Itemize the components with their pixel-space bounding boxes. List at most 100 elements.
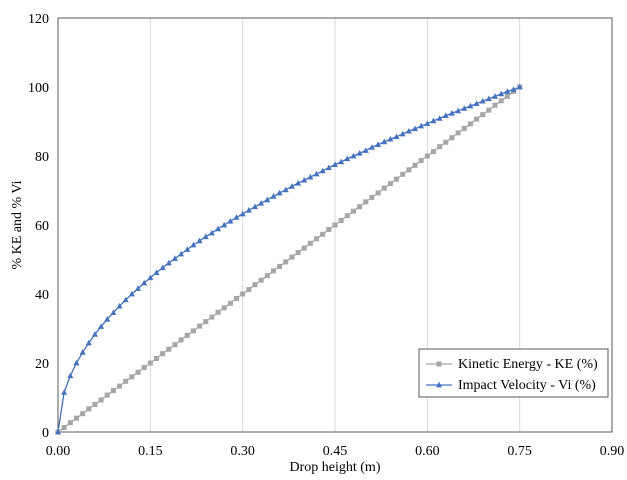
ke-data-point xyxy=(394,176,400,182)
vi-data-point xyxy=(258,200,265,206)
legend-key-vi-marker xyxy=(436,381,442,388)
vi-data-point xyxy=(319,167,326,174)
vi-data-point xyxy=(436,115,443,121)
vi-data-point xyxy=(276,189,283,196)
ke-data-point xyxy=(153,356,159,362)
ke-data-point xyxy=(252,282,258,288)
y-tick-label: 0 xyxy=(42,426,49,441)
legend-keys xyxy=(426,361,452,388)
vi-data-point xyxy=(202,233,209,240)
x-tick-label: 0.00 xyxy=(46,444,71,459)
vi-data-point xyxy=(141,279,148,286)
vi-data-point xyxy=(159,264,166,271)
vi-data-point xyxy=(381,138,388,145)
y-tick-labels: 0 20 40 60 80 100 120 xyxy=(28,12,49,441)
x-tick-label: 0.30 xyxy=(230,444,255,459)
legend-box xyxy=(418,348,609,398)
ke-data-point xyxy=(357,204,363,210)
vi-data-point xyxy=(338,158,345,165)
vi-data-point xyxy=(147,274,154,281)
vi-data-point xyxy=(208,229,215,236)
ke-data-point xyxy=(307,240,313,246)
vi-data-point xyxy=(227,218,234,224)
vi-data-point xyxy=(424,120,431,126)
ke-data-point xyxy=(301,245,307,251)
vi-data-point xyxy=(461,105,468,111)
vi-data-point xyxy=(393,133,400,140)
ke-data-point xyxy=(369,194,375,200)
vi-data-point xyxy=(362,147,369,153)
ke-data-point xyxy=(455,130,461,136)
y-axis-title: % KE and % Vi xyxy=(10,180,25,269)
ke-data-point xyxy=(492,102,498,108)
vi-data-point xyxy=(356,150,363,156)
vi-data-point xyxy=(196,237,203,244)
vi-data-point xyxy=(442,112,449,119)
vi-data-point xyxy=(344,155,351,162)
ke-data-point xyxy=(86,406,92,412)
vi-data-point xyxy=(332,161,338,168)
ke-data-point xyxy=(387,181,393,187)
ke-series-points xyxy=(55,84,523,435)
vi-data-point xyxy=(104,315,111,322)
legend: Kinetic Energy - KE (%) Impact Velocity … xyxy=(418,348,609,398)
y-tick-label: 40 xyxy=(35,288,49,303)
vi-data-point xyxy=(122,296,129,303)
vi-data-point xyxy=(473,100,480,106)
vi-data-point xyxy=(171,255,178,261)
ke-data-point xyxy=(166,346,172,352)
vi-data-point xyxy=(91,331,98,337)
ke-data-point xyxy=(209,314,215,320)
ke-data-point xyxy=(110,388,116,394)
vi-data-point xyxy=(85,339,92,346)
ke-data-point xyxy=(129,374,135,380)
vi-data-point xyxy=(448,110,455,116)
ke-data-point xyxy=(104,392,110,398)
vi-data-point xyxy=(405,127,412,134)
ke-data-point xyxy=(375,190,381,196)
vi-data-point xyxy=(430,117,437,124)
vi-data-point xyxy=(467,102,474,109)
series-markers xyxy=(55,83,523,435)
ke-data-point xyxy=(406,167,412,173)
vi-data-point xyxy=(61,389,68,395)
ke-data-point xyxy=(246,287,252,293)
vi-data-point xyxy=(73,359,80,366)
ke-data-point xyxy=(227,300,233,306)
ke-data-point xyxy=(424,153,430,159)
ke-data-point xyxy=(381,185,387,191)
vi-data-point xyxy=(128,290,135,297)
vi-series-points xyxy=(55,83,523,435)
x-tick-label: 0.90 xyxy=(600,444,625,459)
ke-data-point xyxy=(437,144,443,150)
ke-data-point xyxy=(498,98,504,104)
ke-data-point xyxy=(326,226,332,232)
ke-data-point xyxy=(80,411,86,417)
ke-data-point xyxy=(430,149,436,155)
ke-data-point xyxy=(338,218,344,224)
ke-data-point xyxy=(332,222,338,228)
vi-data-point xyxy=(455,107,462,114)
vi-data-point xyxy=(215,225,222,232)
ke-data-point xyxy=(135,369,141,375)
vi-data-point xyxy=(251,203,258,210)
vi-data-point xyxy=(387,135,394,142)
ke-data-point xyxy=(480,112,486,118)
vi-data-point xyxy=(55,428,61,435)
ke-data-point xyxy=(221,305,227,311)
ke-series-line xyxy=(57,86,521,433)
ke-data-point xyxy=(147,360,153,366)
vi-data-point xyxy=(492,93,499,99)
plot-area-frame xyxy=(57,17,613,433)
ke-data-point xyxy=(190,328,196,334)
x-tick-label: 0.15 xyxy=(138,444,163,459)
vi-data-point xyxy=(270,193,277,199)
y-tick-label: 20 xyxy=(35,357,49,372)
ke-data-point xyxy=(289,254,295,260)
y-tick-label: 100 xyxy=(28,81,49,96)
vi-data-point xyxy=(295,180,302,186)
series-lines xyxy=(57,86,521,433)
ke-data-point xyxy=(412,162,418,168)
vi-data-point xyxy=(325,164,332,171)
vi-data-point xyxy=(282,186,289,193)
